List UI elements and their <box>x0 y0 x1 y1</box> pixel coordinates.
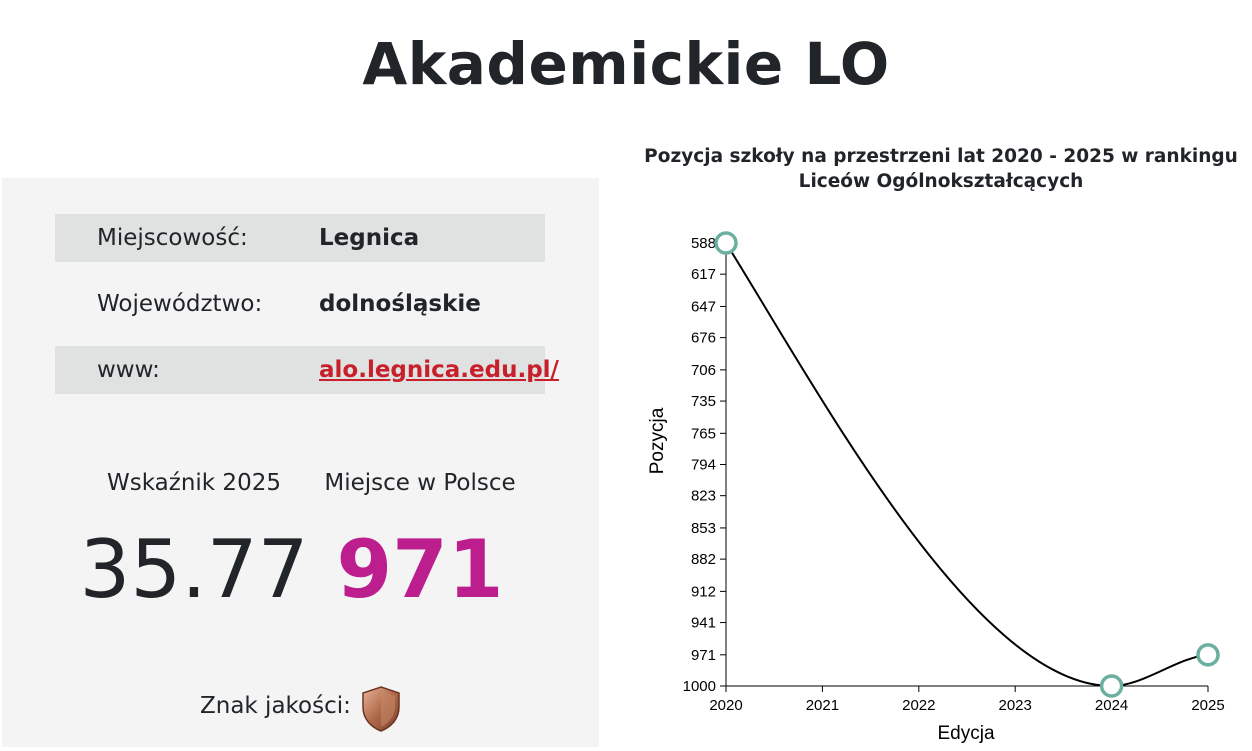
y-tick-label-853: 853 <box>691 520 716 537</box>
website-label: www: <box>97 357 160 383</box>
series-layer <box>714 231 1220 698</box>
y-tick-label-823: 823 <box>691 488 716 505</box>
info-row-website: www: alo.legnica.edu.pl/ <box>55 346 559 394</box>
bronze-shield-icon <box>359 685 403 737</box>
info-row-voivodeship: Województwo: dolnośląskie <box>55 280 545 328</box>
y-tick-label-676: 676 <box>691 330 716 347</box>
y-tick-label-1000: 1000 <box>683 678 716 695</box>
page-title: Akademickie LO <box>362 30 890 98</box>
chart-plot-area: 588 617 647 676 706 735 765 794 823 853 882 912 941 9… <box>647 231 1225 744</box>
y-tick-label-941: 941 <box>691 615 716 632</box>
data-point-2020 <box>714 231 738 255</box>
y-tick-label-765: 765 <box>691 425 716 442</box>
quality-label: Znak jakości: <box>200 693 351 719</box>
index-label: Wskaźnik 2025 <box>107 470 281 496</box>
data-point-2025 <box>1196 643 1220 667</box>
x-axis-label: Edycja <box>937 723 994 744</box>
y-tick-label-588: 588 <box>691 235 716 252</box>
y-tick-label-735: 735 <box>691 393 716 410</box>
series-line-0 <box>725 242 1209 688</box>
place-value: 971 <box>336 523 504 616</box>
data-point-2024 <box>1099 674 1124 698</box>
city-label: Miejscowość: <box>97 225 248 251</box>
y-tick-label-617: 617 <box>691 266 716 283</box>
place-label: Miejsce w Polsce <box>324 470 516 496</box>
chart-title-line1: Pozycja szkoły na przestrzeni lat 2020 -… <box>644 146 1238 167</box>
x-tick-label-2023: 2023 <box>999 697 1032 714</box>
chart-title-line2: Liceów Ogólnokształcących <box>798 171 1084 192</box>
school-info-panel: Miejscowość: Legnica Województwo: dolnoś… <box>2 178 599 747</box>
y-tick-label-882: 882 <box>691 551 716 568</box>
x-tick-label-2025: 2025 <box>1191 697 1224 714</box>
y-axis: 588 617 647 676 706 735 765 794 823 853 882 912 941 9… <box>683 235 727 695</box>
y-tick-label-794: 794 <box>691 457 716 474</box>
y-tick-label-971: 971 <box>691 647 716 664</box>
x-tick-label-2022: 2022 <box>902 697 935 714</box>
voivodeship-value: dolnośląskie <box>319 291 481 317</box>
website-link[interactable]: alo.legnica.edu.pl/ <box>319 357 559 383</box>
x-axis: 2020 2021 2022 2023 2024 2025 <box>709 685 1225 714</box>
y-axis-label: Pozycja <box>647 407 668 474</box>
y-tick-label-647: 647 <box>691 298 716 315</box>
x-tick-label-2021: 2021 <box>806 697 839 714</box>
y-tick-label-706: 706 <box>691 362 716 379</box>
chart-title: Pozycja szkoły na przestrzeni lat 2020 -… <box>630 144 1252 194</box>
x-tick-label-2020: 2020 <box>709 697 742 714</box>
ranking-chart: Pozycja szkoły na przestrzeni lat 2020 -… <box>630 138 1252 747</box>
x-tick-label-2024: 2024 <box>1095 697 1128 714</box>
index-value: 35.77 <box>79 523 309 616</box>
city-value: Legnica <box>319 225 420 251</box>
y-tick-label-912: 912 <box>691 583 716 600</box>
info-row-city: Miejscowość: Legnica <box>55 214 545 262</box>
voivodeship-label: Województwo: <box>97 291 263 317</box>
quality-mark: Znak jakości: <box>2 683 599 733</box>
